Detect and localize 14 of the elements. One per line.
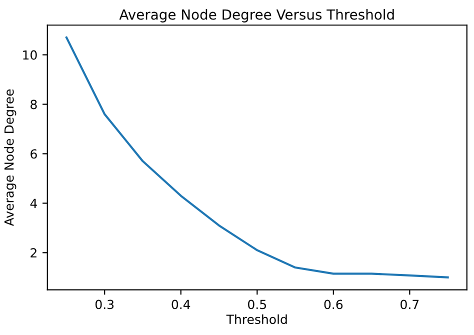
x-tick-label: 0.4 <box>172 300 190 310</box>
x-tick-label: 0.3 <box>95 300 114 310</box>
y-tick-label: 8 <box>30 100 37 110</box>
y-tick-label: 6 <box>30 149 37 159</box>
chart-title: Average Node Degree Versus Threshold <box>119 9 394 22</box>
x-tick-label: 0.7 <box>400 300 419 310</box>
line-series <box>65 36 449 278</box>
y-tick-label: 2 <box>30 248 36 258</box>
y-tick-label: 4 <box>30 198 37 208</box>
x-tick-label: 0.5 <box>248 300 266 310</box>
y-axis-title: Average Node Degree <box>4 89 16 226</box>
y-tick-label: 10 <box>23 50 37 60</box>
x-axis-title: Threshold <box>226 314 287 324</box>
x-tick-label: 0.6 <box>324 300 343 310</box>
